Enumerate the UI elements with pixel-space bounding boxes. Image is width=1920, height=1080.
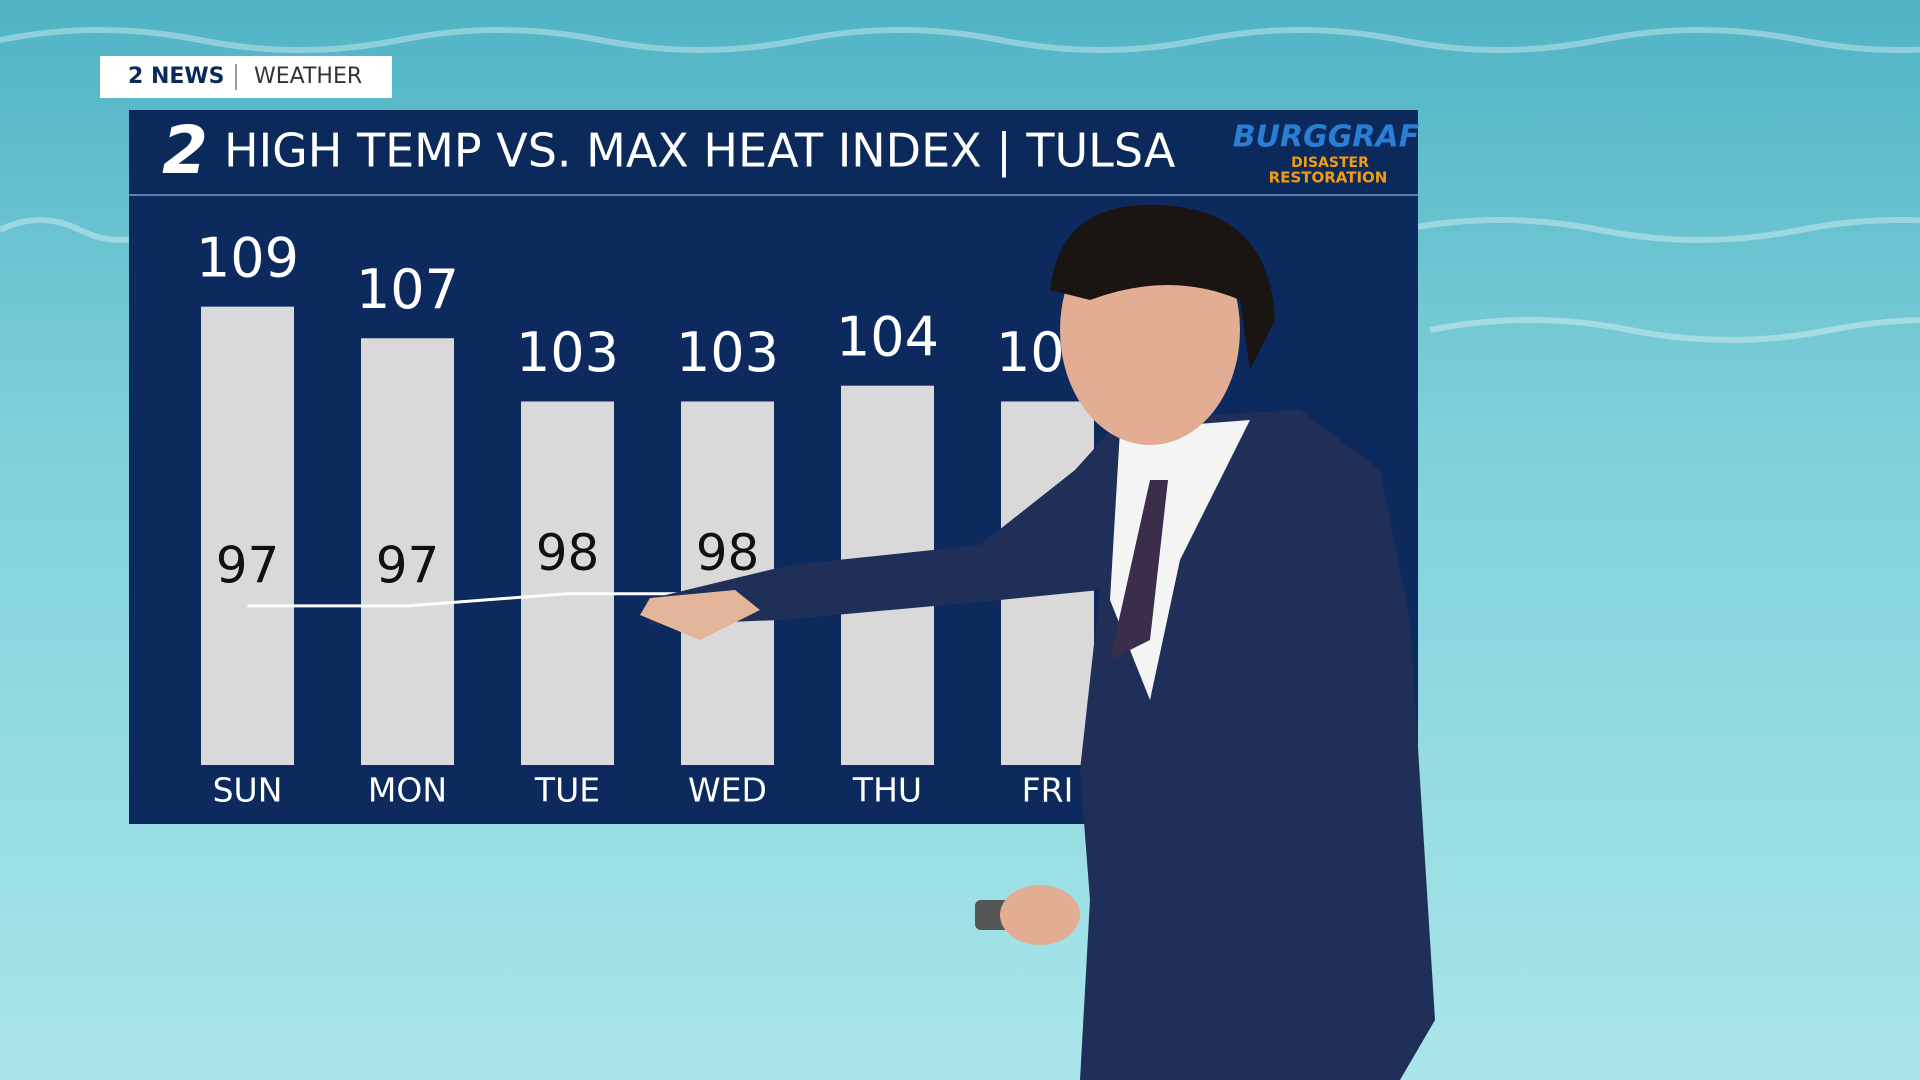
sponsor-logo: BURGGRAF DISASTER RESTORATION	[1233, 120, 1420, 187]
x-tick-label: SUN	[213, 771, 283, 810]
section: WEATHER	[254, 64, 362, 89]
channel-logo: 2	[162, 112, 208, 189]
sponsor-line: RESTORATION	[1269, 169, 1388, 187]
x-tick-label: WED	[688, 771, 767, 810]
bar	[201, 306, 294, 765]
value-label: 97	[216, 536, 280, 594]
value-label: 104	[836, 305, 939, 368]
x-tick-label: THU	[852, 771, 922, 810]
news-tag	[100, 56, 392, 98]
water-ripples	[0, 27, 1920, 343]
x-tick-label: TUE	[534, 771, 600, 810]
sponsor-name: BURGGRAF	[1233, 120, 1420, 155]
value-label: 103	[516, 321, 619, 384]
brand: 2 NEWS	[128, 64, 225, 89]
value-label: 103	[676, 321, 779, 384]
x-tick-label: MON	[368, 771, 447, 810]
value-label: 109	[196, 226, 299, 289]
value-label: 98	[696, 524, 760, 582]
value-label: 107	[356, 258, 459, 321]
sponsor-line: DISASTER	[1291, 155, 1369, 171]
bar	[361, 338, 454, 765]
bar	[521, 401, 614, 765]
x-tick-label: FRI	[1022, 771, 1074, 810]
title-bar	[129, 110, 1418, 194]
presenter	[640, 204, 1435, 1080]
chart-title: HIGH TEMP VS. MAX HEAT INDEX | TULSA	[224, 124, 1176, 179]
value-label: 98	[536, 524, 600, 582]
line	[247, 592, 728, 608]
value-label: 97	[376, 536, 440, 594]
